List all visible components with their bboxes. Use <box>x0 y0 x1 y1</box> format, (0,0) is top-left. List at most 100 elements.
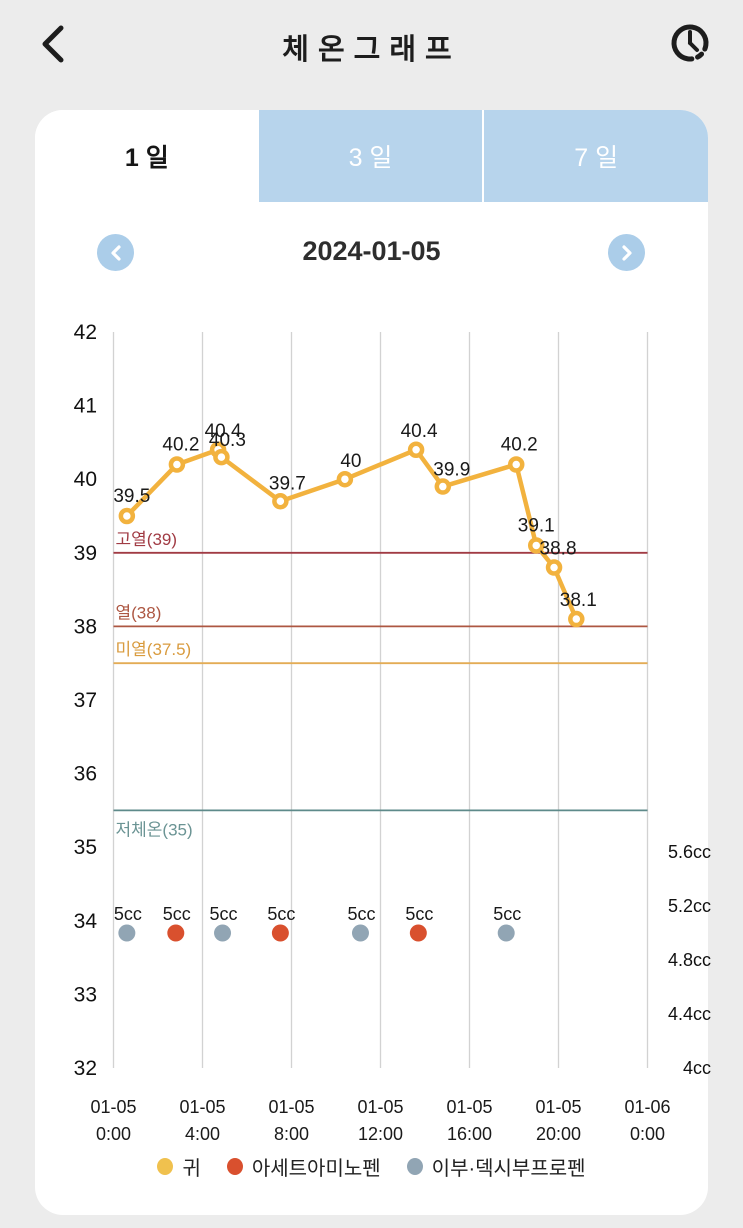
temperature-point <box>545 559 563 576</box>
chevron-right-icon <box>621 244 632 261</box>
dose-label: 5cc <box>405 904 433 924</box>
clock-icon <box>671 24 709 62</box>
page-title: 체온그래프 <box>282 34 461 66</box>
x-axis-tick-time: 0:00 <box>96 1124 131 1144</box>
x-axis-tick-date: 01-05 <box>90 1097 136 1117</box>
chevron-left-icon <box>110 244 121 261</box>
reference-line-label: 열(38) <box>116 603 162 622</box>
tab-7-day-label: 7 일 <box>574 144 619 172</box>
tab-1-day-label: 1 일 <box>124 144 169 172</box>
temperature-point-label: 40.2 <box>162 434 199 455</box>
y-axis-tick: 32 <box>74 1057 97 1080</box>
temperature-point-label: 39.9 <box>433 460 470 481</box>
temperature-series: 39.540.240.440.339.74040.439.940.239.138… <box>113 421 597 628</box>
x-axis-tick-date: 01-05 <box>446 1097 492 1117</box>
reference-line-label: 미열(37.5) <box>116 640 192 659</box>
ear-series-dot-icon <box>157 1158 174 1175</box>
x-axis-tick-time: 16:00 <box>447 1124 492 1144</box>
y2-axis-tick: 5.6cc <box>668 842 711 862</box>
x-axis-tick-date: 01-06 <box>624 1097 670 1117</box>
temperature-point <box>434 478 452 495</box>
temperature-point-label: 39.5 <box>113 486 150 507</box>
tab-7-day[interactable]: 7 일 <box>482 110 709 202</box>
x-axis-tick-time: 12:00 <box>358 1124 403 1144</box>
y-axis-tick: 33 <box>74 983 97 1006</box>
next-day-button[interactable] <box>608 234 645 271</box>
prev-day-button[interactable] <box>97 234 134 271</box>
dose-label: 5cc <box>210 904 238 924</box>
back-button[interactable] <box>34 22 74 66</box>
temperature-point <box>272 493 289 510</box>
date-navigation: 2024-01-05 <box>35 228 708 288</box>
dose-dot <box>409 924 427 942</box>
y-axis-tick: 40 <box>74 468 97 491</box>
y-axis-tick: 38 <box>74 615 97 638</box>
dose-dot <box>118 924 136 942</box>
temperature-point-label: 40.4 <box>401 421 438 442</box>
reference-line-label: 저체온(35) <box>116 820 193 839</box>
legend-label-ibuprofen: 이부·덱시부프로펜 <box>431 1158 586 1180</box>
y-axis-tick: 34 <box>74 910 98 933</box>
temperature-point-label: 38.8 <box>540 539 577 560</box>
x-axis-tick-time: 4:00 <box>185 1124 220 1144</box>
y2-axis-tick: 5.2cc <box>668 896 711 916</box>
temperature-point <box>528 537 545 554</box>
temperature-point-label: 40.2 <box>501 434 538 455</box>
acetaminophen-dot-icon <box>226 1158 243 1175</box>
header: 체온그래프 <box>0 0 743 110</box>
period-tabs: 1 일 3 일 7 일 <box>35 110 709 202</box>
temperature-point-label: 40 <box>340 451 361 472</box>
y-axis-labels: 42 41 40 39 38 37 36 35 34 33 32 <box>74 321 98 1080</box>
dose-dot <box>497 924 515 942</box>
x-axis-tick-date: 01-05 <box>179 1097 225 1117</box>
y-axis-tick: 36 <box>74 763 97 786</box>
x-axis-tick-date: 01-05 <box>535 1097 581 1117</box>
y-axis-tick: 39 <box>74 542 97 565</box>
dose-label: 5cc <box>267 904 295 924</box>
temperature-point <box>507 456 525 473</box>
tab-3-day[interactable]: 3 일 <box>258 110 483 202</box>
dose-dot <box>271 924 289 942</box>
y-axis-tick: 41 <box>74 395 97 418</box>
legend-label-ear: 귀 <box>182 1158 201 1180</box>
y-axis-tick: 35 <box>74 836 97 859</box>
dose-dot <box>351 924 369 942</box>
tab-3-day-label: 3 일 <box>348 144 393 172</box>
y2-axis-tick: 4cc <box>683 1058 711 1078</box>
history-clock-button[interactable] <box>665 16 715 70</box>
dose-label: 5cc <box>347 904 375 924</box>
y-axis-tick: 37 <box>74 689 97 712</box>
y2-axis-tick: 4.8cc <box>668 950 711 970</box>
legend-item-ibuprofen: 이부·덱시부프로펜 <box>406 1152 586 1181</box>
legend-label-acetaminophen: 아세트아미노펜 <box>251 1158 381 1180</box>
temperature-point <box>118 507 136 525</box>
x-axis-tick-time: 0:00 <box>630 1124 665 1144</box>
temperature-point-label: 40.4 <box>205 421 242 442</box>
temperature-point <box>336 470 354 488</box>
temperature-point-label: 38.1 <box>560 590 597 611</box>
temperature-point <box>568 610 585 628</box>
x-axis-tick-time: 20:00 <box>536 1124 581 1144</box>
dose-label: 5cc <box>114 904 142 924</box>
x-axis-labels: 01-05 0:00 01-05 4:00 01-05 8:00 01-05 12:00 01-… <box>90 1097 670 1144</box>
temperature-point <box>168 456 186 473</box>
temperature-point <box>213 448 230 466</box>
ibuprofen-dot-icon <box>406 1158 423 1175</box>
fever-reference-lines: 고열(39) 열(38) 미열(37.5) 저체온(35) <box>113 530 648 839</box>
current-date: 2024-01-05 <box>302 236 441 266</box>
dose-label: 5cc <box>493 904 521 924</box>
temperature-point-label: 39.7 <box>269 473 306 494</box>
x-axis-tick-date: 01-05 <box>357 1097 403 1117</box>
dose-series: 5cc 5cc 5cc 5cc 5cc 5cc 5cc <box>114 904 521 942</box>
y-axis-tick: 42 <box>74 321 97 344</box>
tab-1-day[interactable]: 1 일 <box>35 110 259 202</box>
dose-dot <box>167 924 185 942</box>
dose-label: 5cc <box>163 904 191 924</box>
temperature-point-label: 40.3 <box>209 430 246 451</box>
y2-axis-labels: 5.6cc 5.2cc 4.8cc 4.4cc 4cc <box>668 842 711 1078</box>
legend-item-ear: 귀 <box>157 1152 201 1181</box>
chart-legend: 귀 아세트아미노펜 이부·덱시부프로펜 <box>0 1152 743 1181</box>
x-axis-tick-time: 8:00 <box>274 1124 309 1144</box>
chevron-left-icon <box>42 25 64 63</box>
